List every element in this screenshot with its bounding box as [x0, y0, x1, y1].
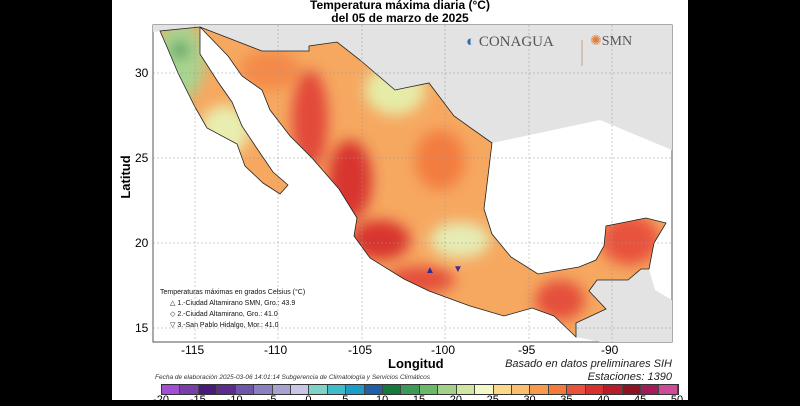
colorbar-segment: [567, 385, 586, 394]
colorbar-segment: [364, 385, 384, 394]
station-marker-1: ▲: [425, 265, 435, 276]
colorbar-segment: [290, 385, 310, 394]
colorbar-label: 45: [634, 394, 647, 406]
colorbar-segment: [659, 385, 678, 394]
colorbar-label: 5: [342, 394, 349, 406]
xtick: -95: [518, 343, 536, 357]
x-axis-label: Longitud: [388, 356, 444, 371]
data-source: Basado en datos preliminares SIH: [505, 358, 672, 370]
legend-item: 2.-Ciudad Altamirano, Gro.: 41.0: [177, 311, 278, 318]
ytick: 15: [135, 321, 149, 335]
station-legend: Temperaturas máximas en grados Celsius (…: [160, 289, 306, 329]
colorbar-segment: [235, 385, 255, 394]
colorbar-segment: [530, 385, 549, 394]
colorbar-segment: [438, 385, 457, 394]
elaboration-date: Fecha de elaboración 2025-03-06 14:01:14…: [155, 374, 430, 381]
colorbar-label: 0: [305, 394, 312, 406]
legend-title: Temperaturas máximas en grados Celsius (…: [160, 289, 306, 296]
colorbar-label: -10: [226, 394, 243, 406]
colorbar-segment: [180, 385, 199, 394]
usa-land: [153, 25, 672, 150]
guatemala-land: [576, 269, 672, 342]
ytick: 25: [135, 151, 149, 165]
colorbar-segment: [309, 385, 328, 394]
colorbar-segment: [585, 385, 605, 394]
ytick: 20: [135, 236, 149, 250]
station-marker-3: ▼: [453, 264, 463, 275]
xtick: -105: [348, 343, 373, 357]
colorbar-segment: [512, 385, 531, 394]
colorbar-segment: [604, 385, 623, 394]
colorbar-label: 25: [486, 394, 499, 406]
colorbar-segment: [217, 385, 236, 394]
colorbar-segment: [456, 385, 476, 394]
map-title: Temperatura máxima diaria (°C): [310, 0, 490, 12]
ytick: 30: [135, 66, 149, 80]
colorbar: [161, 384, 679, 395]
colorbar-label: -5: [266, 394, 277, 406]
colorbar-segment: [475, 385, 494, 394]
colorbar-label: 15: [412, 394, 426, 406]
xtick: -90: [601, 343, 619, 357]
colorbar-segment: [162, 385, 181, 394]
colorbar-label: 20: [449, 394, 462, 406]
gridlines: [153, 25, 672, 342]
conagua-logo: ◐ CONAGUA: [466, 34, 554, 50]
colorbar-segment: [327, 385, 347, 394]
colorbar-segment: [493, 385, 513, 394]
xtick: -115: [181, 343, 205, 357]
colorbar-segment: [383, 385, 402, 394]
map-subtitle: del 05 de marzo de 2025: [331, 11, 469, 25]
colorbar-segment: [640, 385, 660, 394]
legend-item: 1.-Ciudad Altamirano SMN, Gro.: 43.9: [177, 300, 296, 307]
colorbar-segment: [272, 385, 291, 394]
xtick: -110: [264, 343, 288, 357]
station-count: Estaciones: 1390: [587, 371, 672, 383]
y-axis-label: Latitud: [118, 155, 133, 199]
colorbar-label: 30: [523, 394, 536, 406]
colorbar-label: 50: [670, 394, 684, 406]
colorbar-segment: [401, 385, 420, 394]
colorbar-segment: [346, 385, 365, 394]
colorbar-label: 10: [376, 394, 389, 406]
colorbar-segment: [254, 385, 273, 394]
colorbar-label: -20: [153, 394, 169, 406]
colorbar-segment: [548, 385, 568, 394]
xtick: -100: [431, 343, 456, 357]
colorbar-label: -15: [189, 394, 206, 406]
legend-item: 3.-San Pablo Hidalgo, Mor.: 41.0: [177, 322, 279, 329]
colorbar-segment: [622, 385, 641, 394]
colorbar-segment: [419, 385, 439, 394]
smn-logo: ✺SMN: [590, 34, 633, 49]
colorbar-label: 35: [560, 394, 573, 406]
colorbar-label: 40: [597, 394, 610, 406]
colorbar-segment: [198, 385, 218, 394]
